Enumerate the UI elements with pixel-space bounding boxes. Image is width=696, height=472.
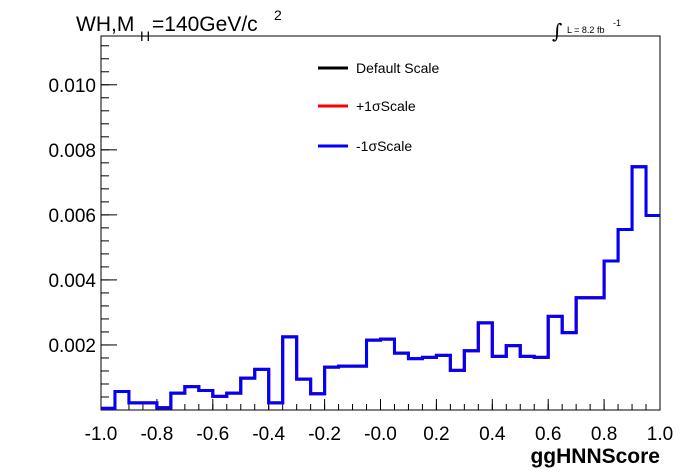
lumi-superscript: -1 bbox=[613, 18, 621, 28]
y-tick-label: 0.004 bbox=[48, 271, 96, 292]
x-tick-label: -0.4 bbox=[252, 424, 285, 445]
title-main: WH,M bbox=[76, 13, 134, 36]
y-tick-label: 0.002 bbox=[48, 336, 96, 357]
legend-label-2: -1σScale bbox=[356, 138, 412, 154]
series-line-2 bbox=[101, 165, 660, 410]
x-tick-label: -1.0 bbox=[85, 424, 118, 445]
x-tick-label: 0.2 bbox=[423, 424, 449, 445]
series-group bbox=[101, 165, 660, 410]
title-rest: =140GeV/c bbox=[152, 13, 258, 36]
x-tick-label: -0.6 bbox=[196, 424, 229, 445]
x-axis-label: ggHNNScore bbox=[530, 445, 660, 468]
luminosity-label: ∫ L = 8.2 fb -1 bbox=[552, 18, 621, 43]
x-tick-label: 1.0 bbox=[647, 424, 673, 445]
x-tick-label: 0.6 bbox=[535, 424, 561, 445]
x-tick-label: 0.8 bbox=[591, 424, 617, 445]
legend-label-1: +1σScale bbox=[356, 98, 416, 114]
tick-labels: -1.0 -0.8 -0.6 -0.4 -0.2 -0.0 0.2 0.4 0.6 0.8 1.0 0… bbox=[48, 76, 673, 445]
y-tick-label: 0.010 bbox=[48, 76, 96, 97]
x-tick-label: -0.0 bbox=[364, 424, 397, 445]
y-tick-label: 0.008 bbox=[48, 141, 96, 162]
title-superscript: 2 bbox=[274, 7, 282, 23]
legend-label-0: Default Scale bbox=[356, 60, 439, 76]
x-tick-label: -0.2 bbox=[308, 424, 341, 445]
lumi-text: L = 8.2 fb bbox=[567, 25, 604, 35]
legend: Default Scale +1σScale -1σScale bbox=[318, 60, 439, 154]
integral-symbol: ∫ bbox=[552, 19, 562, 43]
x-tick-label: -0.8 bbox=[141, 424, 174, 445]
x-tick-label: 0.4 bbox=[479, 424, 506, 445]
y-tick-label: 0.006 bbox=[48, 206, 96, 227]
